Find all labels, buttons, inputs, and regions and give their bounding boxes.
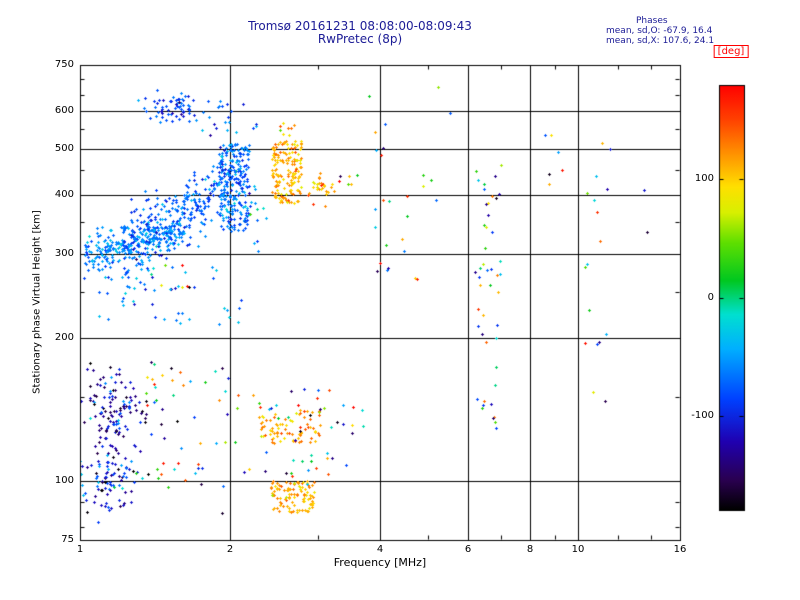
plot-subtitle: RwPretec (8p)	[317, 32, 403, 46]
x-tick-label: 4	[376, 544, 384, 555]
colorbar-deg-label: [deg]	[713, 45, 749, 58]
phase-stats: Phases mean, sd,O: -67.9, 16.4 mean, sd,…	[606, 16, 714, 46]
y-axis-label: Stationary phase Virtual Height [km]	[31, 210, 43, 394]
y-tick-label: 750	[54, 59, 74, 70]
y-tick-label: 100	[54, 475, 74, 486]
y-tick-label: 600	[54, 105, 74, 116]
colorbar-tick-label: 100	[694, 173, 714, 184]
y-tick-label: 500	[54, 143, 74, 154]
y-tick-label: 400	[54, 189, 74, 200]
title-block: Tromsø 20161231 08:08:00-08:09:43 RwPret…	[80, 20, 640, 46]
colorbar-tick-label: 0	[707, 292, 714, 303]
x-tick-label: 6	[464, 544, 472, 555]
x-tick-label: 2	[226, 544, 234, 555]
stats-o-line: mean, sd,O: -67.9, 16.4	[606, 26, 713, 36]
x-tick-label: 10	[571, 544, 585, 555]
plot-title: Tromsø 20161231 08:08:00-08:09:43	[248, 19, 472, 33]
x-axis-label: Frequency [MHz]	[333, 556, 427, 569]
stats-x-line: mean, sd,X: 107.6, 24.1	[606, 36, 715, 46]
y-tick-label: 75	[61, 534, 74, 545]
stats-header: Phases	[636, 16, 668, 26]
y-tick-label: 300	[54, 248, 74, 259]
x-tick-label: 16	[673, 544, 687, 555]
colorbar-tick-label: -100	[691, 410, 714, 421]
x-tick-label: 1	[76, 544, 84, 555]
x-tick-label: 8	[526, 544, 534, 555]
y-tick-label: 200	[54, 332, 74, 343]
